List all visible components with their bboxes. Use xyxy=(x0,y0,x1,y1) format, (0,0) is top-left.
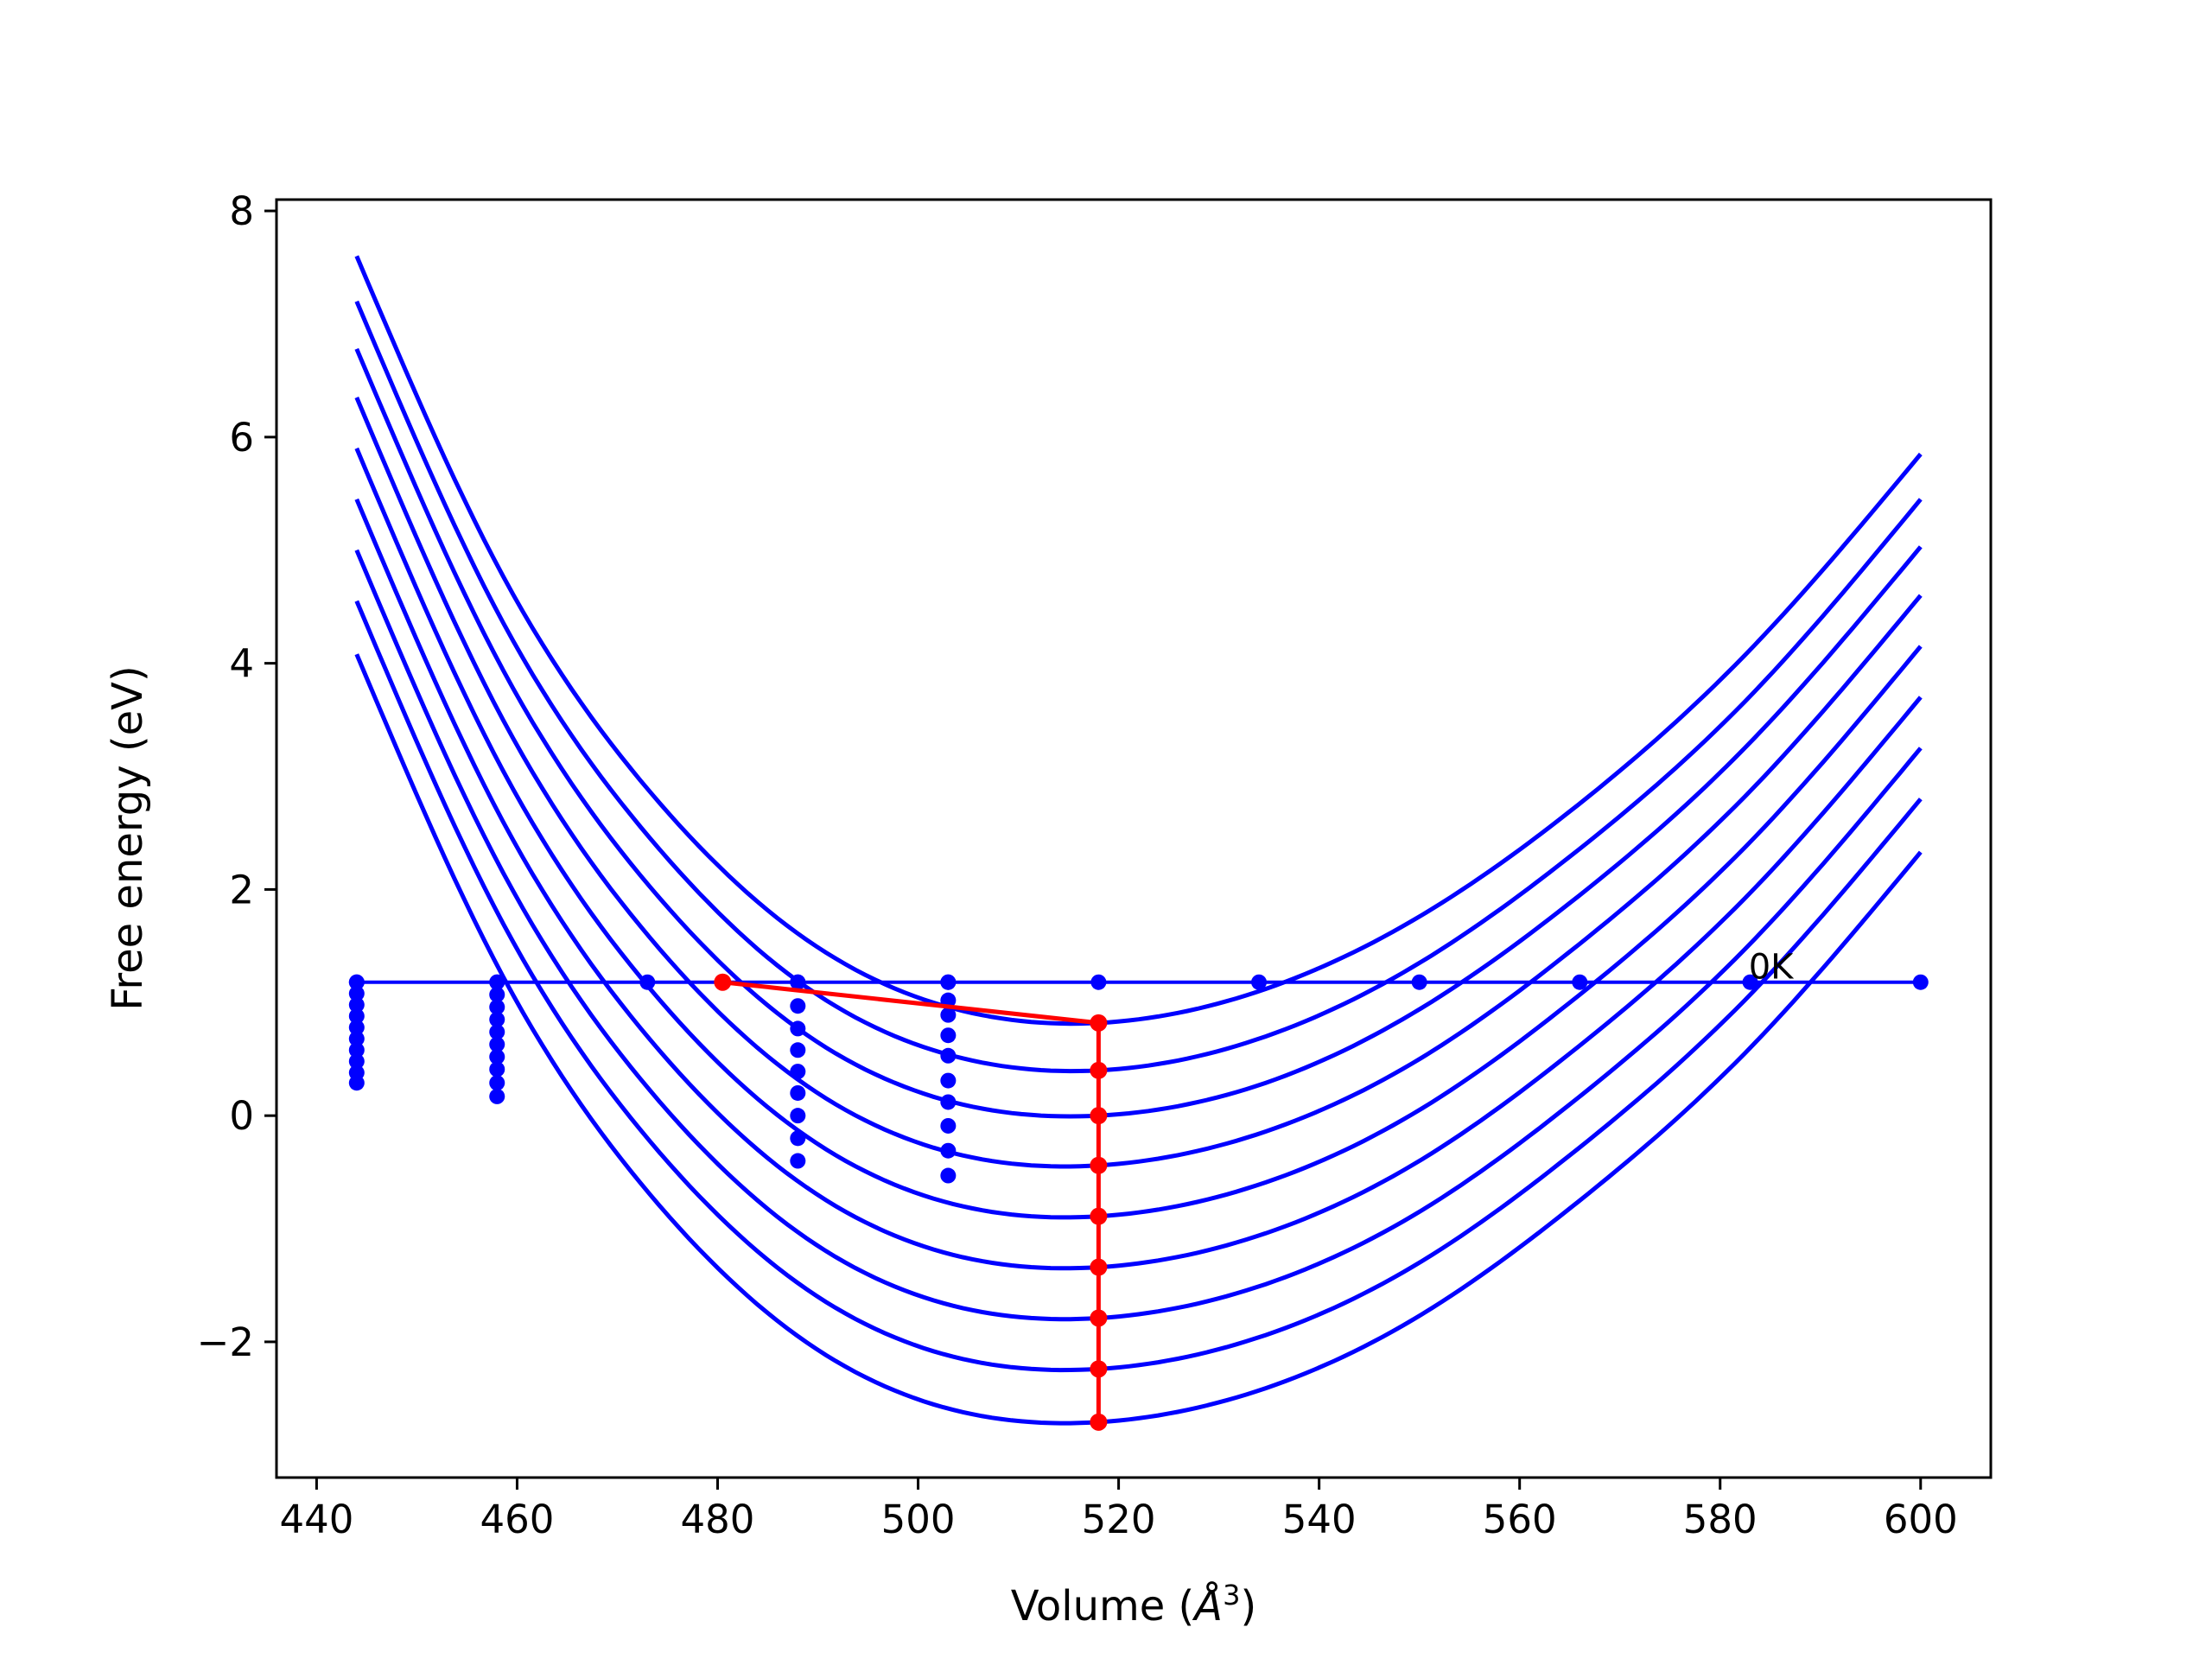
energy-curve-2 xyxy=(354,347,1923,1119)
equilibrium-point xyxy=(1090,1207,1108,1225)
energy-curve-7 xyxy=(354,600,1923,1373)
x-tick-label: 460 xyxy=(480,1497,555,1542)
energy-curve-4 xyxy=(354,447,1923,1220)
column-point-3 xyxy=(940,1072,957,1089)
column-point-0 xyxy=(348,1020,365,1036)
y-tick-label: 0 xyxy=(229,1093,254,1139)
column-point-0 xyxy=(348,996,365,1013)
column-point-1 xyxy=(489,1075,505,1091)
column-point-3 xyxy=(940,1167,957,1184)
baseline-point xyxy=(1912,974,1929,990)
column-point-2 xyxy=(790,1020,806,1037)
y-tick-label: 2 xyxy=(229,867,254,912)
x-tick-label: 580 xyxy=(1683,1497,1758,1542)
baseline-point xyxy=(639,974,656,990)
x-tick-label: 480 xyxy=(681,1497,755,1542)
column-point-3 xyxy=(940,1027,957,1044)
baseline-point xyxy=(1572,974,1588,990)
column-point-3 xyxy=(940,974,957,990)
equilibrium-point xyxy=(1090,1061,1108,1079)
column-point-2 xyxy=(790,974,806,990)
y-tick-label: −2 xyxy=(197,1319,254,1365)
baseline-point xyxy=(1090,974,1107,990)
y-tick-label: 8 xyxy=(229,188,254,234)
column-point-3 xyxy=(940,1007,957,1023)
x-tick-label: 560 xyxy=(1483,1497,1557,1542)
energy-curve-8 xyxy=(354,653,1923,1426)
x-axis-label: Volume (Å3) xyxy=(1011,1579,1256,1630)
x-tick-label: 440 xyxy=(279,1497,353,1542)
equilibrium-point xyxy=(1090,1156,1108,1174)
annotation-0k-label: 0K xyxy=(1749,948,1795,988)
energy-curve-0 xyxy=(354,255,1923,1027)
column-point-1 xyxy=(489,1061,505,1077)
y-tick-label: 4 xyxy=(229,641,254,687)
equilibrium-point xyxy=(1090,1360,1108,1378)
column-point-2 xyxy=(790,1064,806,1080)
x-tick-label: 520 xyxy=(1082,1497,1156,1542)
column-point-3 xyxy=(940,1117,957,1134)
column-point-3 xyxy=(940,1142,957,1159)
baseline-point xyxy=(1411,974,1427,990)
column-point-2 xyxy=(790,1153,806,1169)
equilibrium-point xyxy=(1090,1413,1108,1431)
energy-curve-6 xyxy=(354,549,1923,1322)
column-point-1 xyxy=(489,1088,505,1104)
energy-curve-1 xyxy=(354,300,1923,1074)
x-tick-label: 540 xyxy=(1282,1497,1357,1542)
column-point-0 xyxy=(348,1031,365,1047)
energy-curve-3 xyxy=(354,397,1923,1169)
column-point-0 xyxy=(348,974,365,990)
x-tick-label: 500 xyxy=(881,1497,956,1542)
plot-frame xyxy=(275,198,1993,1479)
column-point-0 xyxy=(348,985,365,1001)
equilibrium-point xyxy=(714,973,732,991)
baseline-point xyxy=(1251,974,1268,990)
y-axis-label: Free energy (eV) xyxy=(104,665,152,1010)
column-point-2 xyxy=(790,1130,806,1147)
column-point-2 xyxy=(790,1108,806,1124)
column-point-0 xyxy=(348,1053,365,1070)
column-point-1 xyxy=(489,1049,505,1065)
column-point-1 xyxy=(489,987,505,1003)
column-point-1 xyxy=(489,974,505,990)
equilibrium-point xyxy=(1090,1014,1108,1032)
equilibrium-point xyxy=(1090,1258,1108,1276)
column-point-1 xyxy=(489,1036,505,1052)
baseline-point xyxy=(1742,974,1758,990)
equilibrium-point xyxy=(1090,1309,1108,1327)
column-point-0 xyxy=(348,1075,365,1091)
column-point-2 xyxy=(790,998,806,1014)
equilibrium-point xyxy=(1090,1107,1108,1125)
column-point-3 xyxy=(940,1047,957,1064)
column-point-1 xyxy=(489,1011,505,1027)
y-tick-label: 6 xyxy=(229,415,254,461)
column-point-2 xyxy=(790,1042,806,1058)
column-point-3 xyxy=(940,1094,957,1110)
column-point-0 xyxy=(348,1007,365,1024)
x-tick-label: 600 xyxy=(1884,1497,1958,1542)
equilibrium-line xyxy=(722,980,1101,1422)
column-point-1 xyxy=(489,999,505,1015)
column-point-2 xyxy=(790,1084,806,1101)
energy-curve-5 xyxy=(354,498,1923,1271)
column-point-1 xyxy=(489,1024,505,1040)
column-point-0 xyxy=(348,1042,365,1058)
